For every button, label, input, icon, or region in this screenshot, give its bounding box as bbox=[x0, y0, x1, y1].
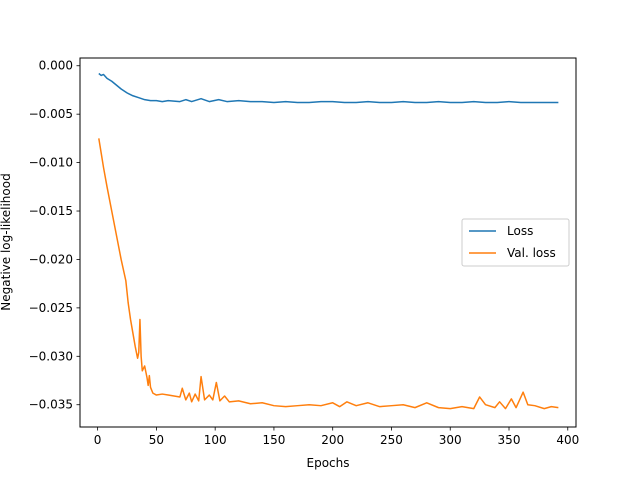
series-layer bbox=[98, 72, 559, 410]
y-axis-label: Negative log-likelihood bbox=[0, 173, 13, 310]
y-tick-label: −0.025 bbox=[29, 301, 73, 315]
y-tick-label: −0.010 bbox=[29, 156, 73, 170]
y-tick-label: −0.020 bbox=[29, 252, 73, 266]
y-tick-label: 0.000 bbox=[39, 59, 73, 73]
x-tick-label: 250 bbox=[380, 433, 403, 447]
x-axis-label: Epochs bbox=[307, 456, 350, 470]
x-tick-label: 50 bbox=[149, 433, 164, 447]
series-line-1 bbox=[98, 138, 559, 410]
series-line-0 bbox=[98, 72, 559, 104]
x-tick-label: 150 bbox=[262, 433, 285, 447]
x-tick-label: 100 bbox=[204, 433, 227, 447]
x-axis-ticks: 0 50 100 150 200 250 300 350 400 bbox=[94, 427, 579, 447]
y-tick-label: −0.030 bbox=[29, 349, 73, 363]
y-tick-label: −0.035 bbox=[29, 398, 73, 412]
legend-label: Loss bbox=[507, 224, 533, 238]
plot-frame bbox=[79, 57, 577, 428]
x-tick-label: 350 bbox=[498, 433, 521, 447]
y-axis-ticks: 0.000 −0.005 −0.010 −0.015 −0.020 −0.025 −0.03… bbox=[29, 59, 80, 412]
y-tick-label: −0.015 bbox=[29, 204, 73, 218]
y-tick-label: −0.005 bbox=[29, 107, 73, 121]
x-tick-label: 400 bbox=[556, 433, 579, 447]
legend-label: Val. loss bbox=[507, 246, 556, 260]
x-tick-label: 300 bbox=[439, 433, 462, 447]
legend: Loss Val. loss bbox=[461, 218, 570, 267]
x-tick-label: 200 bbox=[321, 433, 344, 447]
x-tick-label: 0 bbox=[94, 433, 102, 447]
